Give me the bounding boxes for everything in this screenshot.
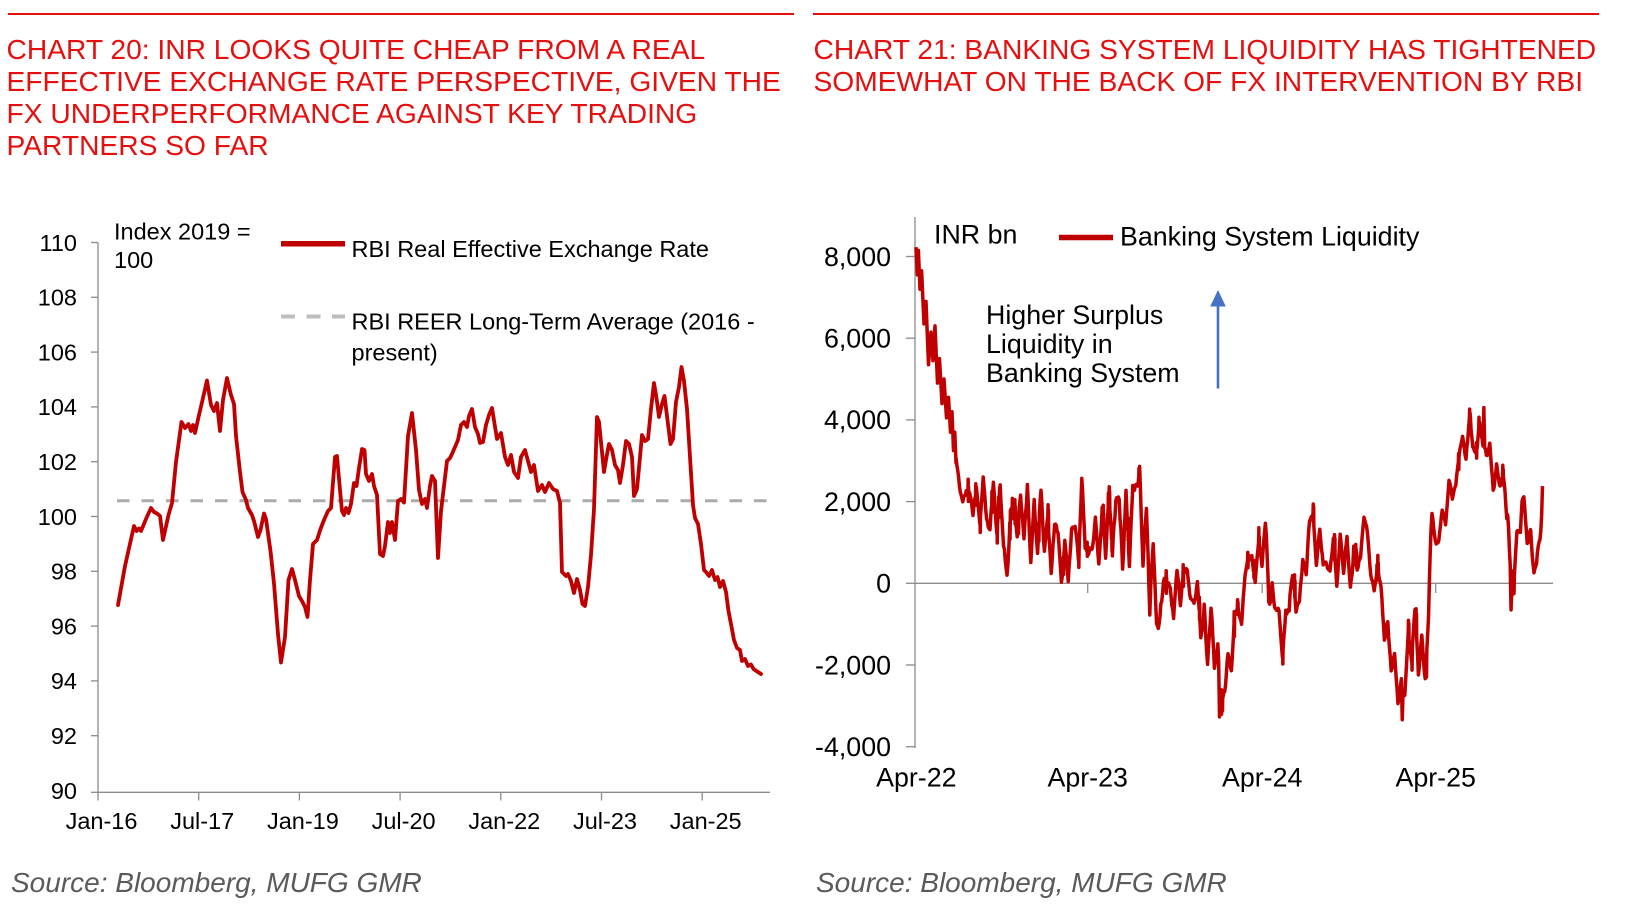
svg-text:RBI REER Long-Term Average (20: RBI REER Long-Term Average (2016 - bbox=[352, 309, 755, 335]
svg-text:6,000: 6,000 bbox=[824, 324, 891, 354]
svg-text:102: 102 bbox=[38, 449, 77, 475]
svg-text:8,000: 8,000 bbox=[824, 242, 891, 272]
svg-text:-4,000: -4,000 bbox=[815, 732, 891, 762]
svg-text:98: 98 bbox=[51, 559, 77, 585]
svg-text:Jul-17: Jul-17 bbox=[170, 808, 234, 834]
svg-text:106: 106 bbox=[38, 339, 77, 365]
svg-text:92: 92 bbox=[51, 723, 77, 749]
svg-text:94: 94 bbox=[51, 668, 77, 694]
svg-text:Apr-25: Apr-25 bbox=[1395, 763, 1475, 793]
svg-text:Index 2019 =: Index 2019 = bbox=[114, 219, 251, 245]
svg-text:104: 104 bbox=[38, 394, 77, 420]
svg-text:Jan-25: Jan-25 bbox=[670, 808, 742, 834]
svg-text:108: 108 bbox=[38, 285, 77, 311]
svg-text:Banking System: Banking System bbox=[986, 358, 1180, 388]
svg-text:96: 96 bbox=[51, 613, 77, 639]
svg-text:2,000: 2,000 bbox=[824, 487, 891, 517]
svg-text:Banking System Liquidity: Banking System Liquidity bbox=[1120, 222, 1420, 252]
svg-text:Higher Surplus: Higher Surplus bbox=[986, 300, 1163, 330]
svg-text:Jan-16: Jan-16 bbox=[66, 808, 138, 834]
svg-text:Apr-22: Apr-22 bbox=[876, 763, 956, 793]
svg-text:100: 100 bbox=[38, 504, 77, 530]
svg-text:90: 90 bbox=[51, 778, 77, 804]
svg-text:present): present) bbox=[352, 340, 438, 366]
svg-text:110: 110 bbox=[40, 230, 77, 256]
svg-text:Liquidity in: Liquidity in bbox=[986, 329, 1113, 359]
svg-text:Jan-19: Jan-19 bbox=[267, 808, 339, 834]
svg-text:Apr-23: Apr-23 bbox=[1047, 763, 1127, 793]
svg-text:Jan-22: Jan-22 bbox=[468, 808, 540, 834]
svg-text:INR bn: INR bn bbox=[934, 220, 1017, 250]
svg-text:100: 100 bbox=[114, 247, 153, 273]
svg-text:Jul-23: Jul-23 bbox=[573, 808, 637, 834]
svg-text:4,000: 4,000 bbox=[824, 405, 891, 435]
svg-text:Jul-20: Jul-20 bbox=[372, 808, 436, 834]
svg-text:RBI Real Effective Exchange Ra: RBI Real Effective Exchange Rate bbox=[352, 236, 709, 262]
svg-text:0: 0 bbox=[876, 569, 891, 599]
svg-text:-2,000: -2,000 bbox=[815, 650, 891, 680]
svg-text:Apr-24: Apr-24 bbox=[1222, 763, 1303, 793]
